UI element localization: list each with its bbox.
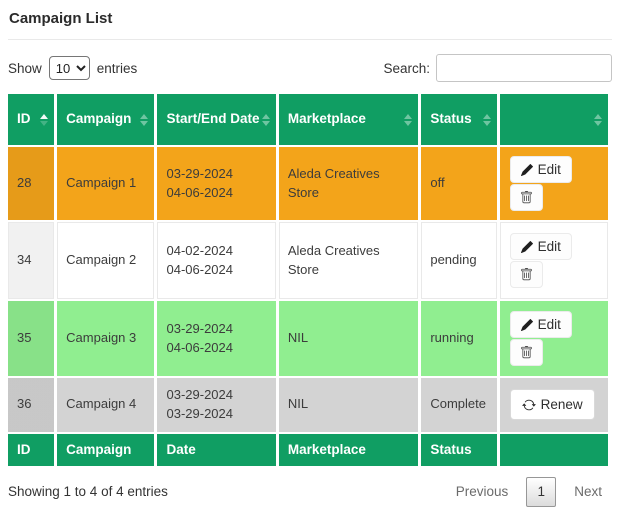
cell-status: running bbox=[421, 301, 497, 376]
sort-icons bbox=[482, 113, 491, 126]
edit-button[interactable]: Edit bbox=[509, 156, 572, 183]
cell-actions: Renew bbox=[499, 378, 608, 432]
sort-icons bbox=[261, 113, 270, 126]
cell-status: pending bbox=[421, 222, 497, 299]
trash-icon bbox=[520, 346, 533, 359]
cell-campaign: Campaign 4 bbox=[57, 378, 155, 432]
column-header-id[interactable]: ID bbox=[8, 94, 55, 145]
footer-actions bbox=[499, 433, 608, 466]
cell-actions: Edit bbox=[499, 222, 608, 299]
cell-dates: 03-29-2024 04-06-2024 bbox=[157, 147, 276, 220]
table-row: 35 Campaign 3 03-29-2024 04-06-2024 NIL … bbox=[8, 301, 608, 376]
footer-row: ID Campaign Date Marketplace Status bbox=[8, 433, 608, 466]
show-label: Show bbox=[8, 60, 42, 76]
delete-button[interactable] bbox=[509, 261, 543, 288]
cell-marketplace: NIL bbox=[278, 301, 419, 376]
table-row: 34 Campaign 2 04-02-2024 04-06-2024 Aled… bbox=[8, 222, 608, 299]
sync-icon bbox=[521, 398, 536, 412]
cell-id: 35 bbox=[8, 301, 55, 376]
footer-id: ID bbox=[8, 433, 55, 466]
cell-actions: Edit bbox=[499, 301, 608, 376]
entries-label: entries bbox=[96, 60, 138, 76]
column-header-status[interactable]: Status bbox=[421, 94, 497, 145]
cell-id: 36 bbox=[8, 378, 55, 432]
cell-campaign: Campaign 2 bbox=[57, 222, 155, 299]
search-input[interactable] bbox=[436, 54, 612, 82]
cell-campaign: Campaign 1 bbox=[57, 147, 155, 220]
cell-status: off bbox=[421, 147, 497, 220]
cell-marketplace: Aleda Creatives Store bbox=[278, 222, 419, 299]
cell-campaign: Campaign 3 bbox=[57, 301, 155, 376]
cell-status: Complete bbox=[421, 378, 497, 432]
search-control: Search: bbox=[383, 54, 612, 82]
footer-marketplace: Marketplace bbox=[278, 433, 419, 466]
cell-id: 34 bbox=[8, 222, 55, 299]
cell-dates: 04-02-2024 04-06-2024 bbox=[157, 222, 276, 299]
table-controls: Show 10 entries Search: bbox=[8, 54, 612, 82]
sort-icons bbox=[140, 113, 149, 126]
column-header-campaign[interactable]: Campaign bbox=[57, 94, 155, 145]
cell-marketplace: Aleda Creatives Store bbox=[278, 147, 419, 220]
page-length-control: Show 10 entries bbox=[8, 56, 137, 80]
table-footer-bar: Showing 1 to 4 of 4 entries Previous 1 N… bbox=[8, 476, 612, 507]
trash-icon bbox=[520, 268, 533, 281]
pencil-icon bbox=[520, 318, 533, 331]
pagination-page-1[interactable]: 1 bbox=[526, 476, 557, 507]
pagination: Previous 1 Next bbox=[446, 476, 612, 507]
pencil-icon bbox=[520, 163, 533, 176]
cell-dates: 03-29-2024 03-29-2024 bbox=[157, 378, 276, 432]
footer-campaign: Campaign bbox=[57, 433, 155, 466]
delete-button[interactable] bbox=[509, 339, 543, 366]
column-header-actions[interactable] bbox=[499, 94, 608, 145]
pagination-next[interactable]: Next bbox=[574, 484, 602, 500]
divider bbox=[8, 39, 612, 40]
sort-asc-icon bbox=[40, 113, 49, 126]
pagination-previous[interactable]: Previous bbox=[455, 484, 509, 500]
table-row: 36 Campaign 4 03-29-2024 03-29-2024 NIL … bbox=[8, 378, 608, 432]
edit-button[interactable]: Edit bbox=[509, 233, 572, 260]
entries-info: Showing 1 to 4 of 4 entries bbox=[8, 484, 168, 500]
footer-date: Date bbox=[157, 433, 276, 466]
delete-button[interactable] bbox=[509, 184, 543, 211]
trash-icon bbox=[520, 191, 533, 204]
sort-icons bbox=[404, 113, 413, 126]
cell-marketplace: NIL bbox=[278, 378, 419, 432]
edit-button[interactable]: Edit bbox=[509, 311, 572, 338]
campaign-table: ID Campaign Start/End Date Marketplace S… bbox=[5, 92, 611, 468]
cell-dates: 03-29-2024 04-06-2024 bbox=[157, 301, 276, 376]
cell-id: 28 bbox=[8, 147, 55, 220]
page-length-select[interactable]: 10 bbox=[48, 56, 90, 80]
pencil-icon bbox=[520, 240, 533, 253]
header-row: ID Campaign Start/End Date Marketplace S… bbox=[8, 94, 608, 145]
search-label: Search: bbox=[383, 60, 430, 76]
cell-actions: Edit bbox=[499, 147, 608, 220]
column-header-marketplace[interactable]: Marketplace bbox=[278, 94, 419, 145]
page-title: Campaign List bbox=[9, 10, 113, 27]
renew-button[interactable]: Renew bbox=[509, 389, 595, 421]
table-row: 28 Campaign 1 03-29-2024 04-06-2024 Aled… bbox=[8, 147, 608, 220]
sort-icons bbox=[594, 113, 602, 126]
column-header-start-end-date[interactable]: Start/End Date bbox=[157, 94, 276, 145]
footer-status: Status bbox=[421, 433, 497, 466]
